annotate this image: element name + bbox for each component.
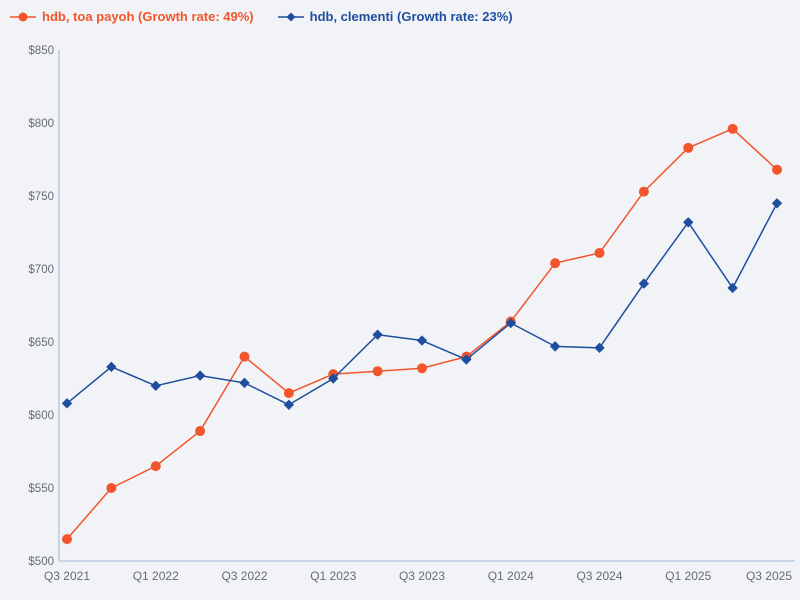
data-point-marker[interactable] xyxy=(683,217,694,228)
data-point-marker[interactable] xyxy=(461,354,472,365)
y-tick-label: $800 xyxy=(28,118,54,130)
data-point-marker[interactable] xyxy=(772,164,782,175)
x-tick-label: Q1 2025 xyxy=(665,569,711,583)
data-point-marker[interactable] xyxy=(372,329,383,340)
series-line-hdb-toa-payoh xyxy=(66,128,778,540)
data-point-marker[interactable] xyxy=(283,399,295,410)
data-point-marker[interactable] xyxy=(549,341,561,352)
data-point-marker[interactable] xyxy=(239,377,250,389)
x-tick-label: Q3 2021 xyxy=(44,569,90,583)
legend-item-clementi[interactable]: hdb, clementi (Growth rate: 23%) xyxy=(277,9,513,24)
y-tick-label: $850 xyxy=(28,45,54,57)
x-tick-label: Q1 2024 xyxy=(488,569,534,583)
data-point-marker[interactable] xyxy=(62,534,72,545)
data-point-marker[interactable] xyxy=(106,483,117,493)
circle-marker-icon xyxy=(10,12,36,21)
legend-label-toa-payoh: hdb, toa payoh (Growth rate: 49%) xyxy=(42,9,254,24)
data-point-marker[interactable] xyxy=(594,342,605,354)
data-point-marker[interactable] xyxy=(771,198,783,209)
x-tick-label: Q3 2023 xyxy=(399,569,445,583)
data-point-marker[interactable] xyxy=(683,142,694,153)
legend-item-toa-payoh[interactable]: hdb, toa payoh (Growth rate: 49%) xyxy=(10,9,254,24)
data-point-marker[interactable] xyxy=(638,278,650,289)
data-point-marker[interactable] xyxy=(150,380,161,391)
data-point-marker[interactable] xyxy=(239,351,250,362)
y-tick-label: $750 xyxy=(28,191,54,203)
x-tick-label: Q1 2023 xyxy=(310,569,356,583)
data-point-marker[interactable] xyxy=(328,373,339,384)
y-tick-label: $650 xyxy=(28,337,54,349)
data-point-marker[interactable] xyxy=(416,335,428,346)
data-point-marker[interactable] xyxy=(594,247,605,258)
data-point-marker[interactable] xyxy=(727,123,738,134)
y-tick-label: $550 xyxy=(28,483,54,495)
data-point-marker[interactable] xyxy=(195,426,206,437)
data-point-marker[interactable] xyxy=(505,317,516,329)
series-line-hdb-clementi xyxy=(66,202,778,406)
data-point-marker[interactable] xyxy=(417,363,427,374)
data-point-marker[interactable] xyxy=(150,461,161,472)
data-point-marker[interactable] xyxy=(372,366,383,377)
x-tick-label: Q1 2022 xyxy=(133,569,179,583)
diamond-marker-icon xyxy=(277,12,304,21)
data-point-marker[interactable] xyxy=(638,186,649,197)
data-point-marker[interactable] xyxy=(283,388,294,399)
data-point-marker[interactable] xyxy=(727,282,738,294)
legend-label-clementi: hdb, clementi (Growth rate: 23%) xyxy=(309,9,513,24)
y-tick-label: $700 xyxy=(28,264,54,276)
data-point-marker[interactable] xyxy=(61,398,73,409)
x-tick-label: Q3 2022 xyxy=(221,569,267,583)
data-point-marker[interactable] xyxy=(106,361,117,373)
y-tick-label: $600 xyxy=(28,410,54,422)
data-point-marker[interactable] xyxy=(194,370,206,381)
chart-legend: hdb, toa payoh (Growth rate: 49%) hdb, c… xyxy=(10,9,513,24)
y-tick-label: $500 xyxy=(28,556,54,568)
x-tick-label: Q3 2024 xyxy=(576,569,622,583)
x-tick-label: Q3 2025 xyxy=(746,569,792,583)
data-point-marker[interactable] xyxy=(550,258,561,269)
